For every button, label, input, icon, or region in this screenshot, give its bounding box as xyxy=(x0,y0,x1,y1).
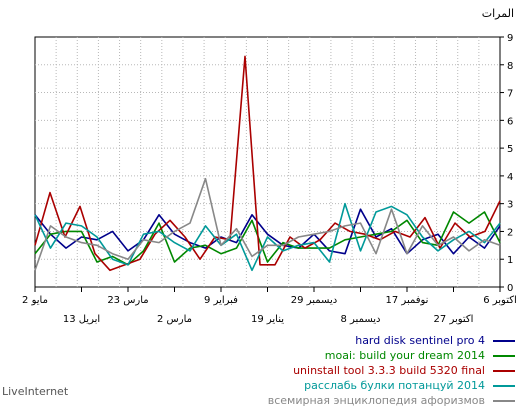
legend-item: расслабь булки потанцуй 2014 xyxy=(304,379,515,393)
legend-swatch xyxy=(493,340,515,342)
series-line xyxy=(34,177,501,271)
y-tick-label: 6 xyxy=(507,116,513,127)
y-tick-label: 7 xyxy=(507,89,513,100)
series-line xyxy=(34,55,501,272)
x-tick-label: 27 اكتوبر xyxy=(434,314,474,325)
legend-label: uninstall tool 3.3.3 build 5320 final xyxy=(293,364,485,377)
y-tick-label: 0 xyxy=(507,283,513,294)
x-tick-label: 2 مايو xyxy=(22,295,48,306)
x-tick-label: 23 مارس xyxy=(107,295,148,306)
line-chart: 0 1 2 3 4 5 6 7 8 9 6 اكتوبر 27 اكتوبر 17 نوفمبر 8 دي… xyxy=(22,33,517,325)
y-tick-label: 5 xyxy=(507,144,513,155)
series-line xyxy=(34,211,501,266)
legend-label: всемирная энциклопедия афоризмов xyxy=(267,394,485,407)
x-tick-label: 19 يناير xyxy=(251,314,284,325)
y-tick-label: 3 xyxy=(507,200,513,211)
legend-item: uninstall tool 3.3.3 build 5320 final xyxy=(293,364,515,378)
legend-item: moai: build your dream 2014 xyxy=(325,349,515,363)
gridlines xyxy=(35,37,500,287)
y-tick-label: 9 xyxy=(507,33,513,44)
x-tick-label: 9 فبراير xyxy=(204,295,238,306)
legend-label: hard disk sentinel pro 4 xyxy=(355,334,485,347)
x-tick-label: 13 ابريل xyxy=(63,314,100,325)
legend-swatch xyxy=(493,355,515,357)
y-unit-label: المرات xyxy=(481,7,514,20)
y-tick-label: 8 xyxy=(507,61,513,72)
series-lines xyxy=(34,55,501,272)
brand-label: LiveInternet xyxy=(2,385,69,398)
legend-swatch xyxy=(493,370,515,372)
legend-item: hard disk sentinel pro 4 xyxy=(355,334,515,348)
series-line xyxy=(34,202,501,272)
legend-item: всемирная энциклопедия афоризмов xyxy=(268,394,515,408)
x-tick-label: 8 ديسمبر xyxy=(340,314,380,325)
legend-label: расслабь булки потанцуй 2014 xyxy=(304,379,485,392)
series-line xyxy=(34,208,501,255)
legend-label: moai: build your dream 2014 xyxy=(324,349,485,362)
x-tick-label: 6 اكتوبر xyxy=(483,295,517,306)
y-tick-label: 1 xyxy=(507,255,513,266)
x-tick-label: 2 مارس xyxy=(157,314,192,325)
y-tick-label: 4 xyxy=(507,172,513,183)
legend-swatch xyxy=(493,400,515,402)
x-tick-label: 17 نوفمبر xyxy=(386,295,429,306)
legend-swatch xyxy=(493,385,515,387)
x-tick-label: 29 ديسمبر xyxy=(291,295,337,306)
y-tick-label: 2 xyxy=(507,227,513,238)
